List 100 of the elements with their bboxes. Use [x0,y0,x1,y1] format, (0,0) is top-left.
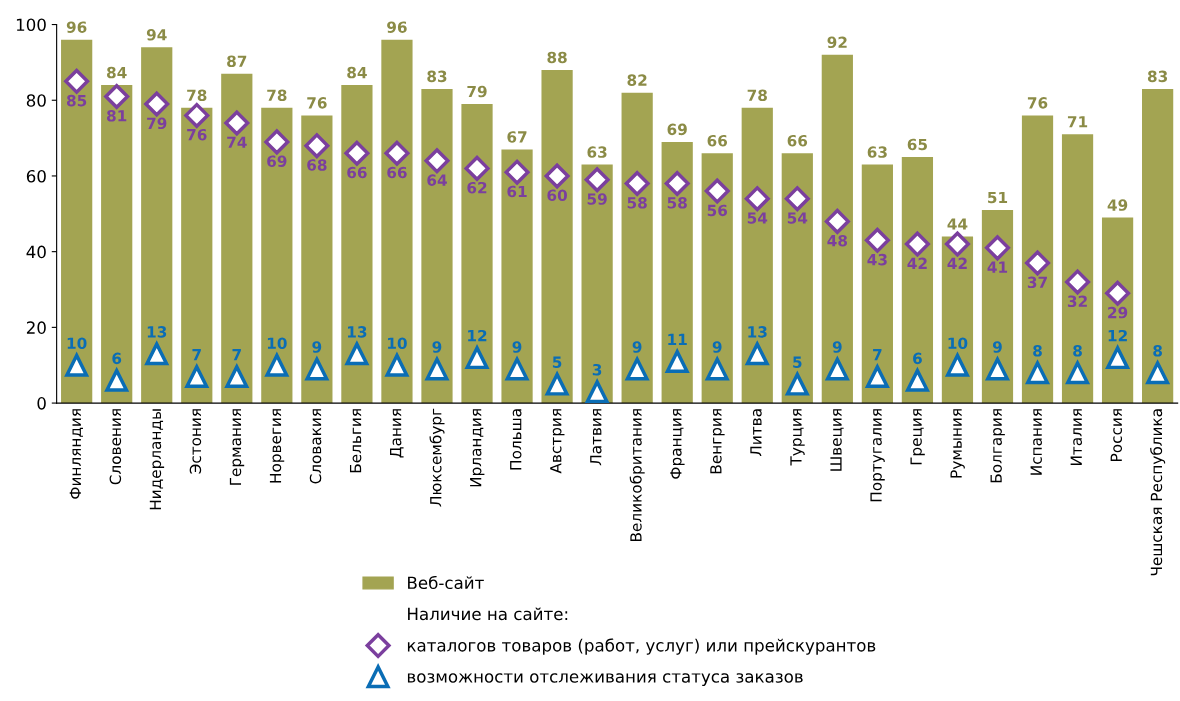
x-tick-label: Чешская Республика [1150,409,1166,576]
data-label: 58 [627,197,647,209]
data-label: 61 [507,185,527,198]
bar [461,104,493,404]
data-label: 10 [948,337,968,350]
x-tick-label: Болгария [990,409,1005,483]
data-label: 44 [947,218,968,230]
x-tick-label: Венгрия [710,409,725,474]
data-label: 54 [747,212,768,224]
point [584,167,610,193]
bar [101,85,133,404]
x-tick-label: Румыния [950,409,965,478]
data-label: 9 [312,341,322,353]
data-label: 66 [347,166,367,179]
point [865,365,889,389]
point [104,366,130,392]
data-label: 5 [793,356,802,368]
data-label: 62 [467,181,487,194]
point [664,170,690,197]
point [624,170,650,197]
data-label: 69 [667,123,687,136]
point [384,351,410,377]
bar [541,69,573,404]
point [1066,361,1090,385]
point [1146,361,1170,385]
data-label: 56 [707,204,728,217]
data-label: 49 [1107,199,1128,211]
data-label: 60 [547,189,567,202]
point [104,83,130,109]
bar [1021,115,1054,404]
bar [741,107,773,404]
data-label: 6 [112,352,122,365]
point [264,129,290,155]
data-label: 3 [592,363,602,376]
point [345,342,369,366]
point [1024,250,1051,276]
point [225,365,249,389]
data-label: 76 [187,128,207,141]
data-label: 65 [907,138,927,151]
legend-label: Веб-сайт [408,575,484,590]
bar [181,107,213,404]
x-tick-label: Австрия [550,409,565,474]
bar [581,164,613,404]
point [824,208,850,234]
data-label: 42 [907,257,927,269]
bar [821,54,853,404]
data-label: 41 [987,261,1008,273]
y-tick-label: 40 [26,245,46,259]
x-tick-label: Польша [510,409,522,470]
data-label: 9 [712,341,722,353]
x-tick-label: Ирландия [470,409,485,487]
data-label: 82 [627,74,647,86]
data-label: 32 [1067,295,1087,308]
data-label: 88 [547,51,567,64]
bar [421,88,453,404]
y-tick-label: 60 [26,169,46,183]
point [465,346,489,370]
data-label: 87 [227,55,247,67]
point [585,380,609,404]
y-tick-label: 80 [26,94,46,107]
data-label: 76 [307,97,327,109]
bar [661,141,693,404]
data-label: 94 [146,28,167,41]
point [744,186,770,212]
data-label: 10 [67,337,87,350]
data-label: 66 [787,134,808,147]
y-tick-label: 100 [16,18,46,32]
data-label: 71 [1067,116,1088,128]
data-label: 10 [267,337,287,350]
data-label: 78 [267,89,287,102]
point [904,231,930,257]
point [304,355,330,381]
data-label: 10 [388,337,407,350]
point [864,227,890,253]
x-tick-label: Словения [109,409,122,485]
x-tick-label: Россия [1110,409,1123,461]
x-tick-label: Германия [229,409,245,485]
data-label: 9 [632,341,642,353]
point [624,355,650,381]
x-tick-label: Эстония [189,409,202,474]
data-label: 12 [468,329,487,342]
point [905,366,930,392]
x-tick-label: Италия [1070,409,1082,466]
x-tick-label: Финляндия [69,409,83,499]
bar [141,47,173,404]
x-tick-label: Словакия [309,409,322,484]
data-label: 8 [1073,345,1082,357]
data-label: 9 [992,341,1002,353]
data-label: 6 [913,352,922,365]
point [945,351,970,377]
x-tick-label: Испания [1030,409,1042,475]
bar [1142,88,1174,404]
bar [61,39,93,404]
point [504,355,530,381]
data-label: 59 [587,193,607,205]
data-label: 7 [873,349,882,361]
bar [221,73,253,404]
bar [341,85,373,404]
point [1105,280,1131,306]
data-label: 8 [1153,345,1162,357]
